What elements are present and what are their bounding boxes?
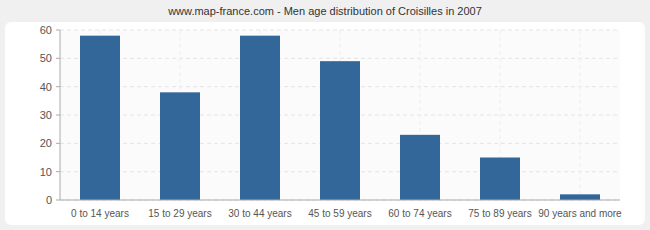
y-tick-label: 30 bbox=[40, 109, 52, 121]
y-tick bbox=[56, 58, 60, 59]
x-tick-label: 60 to 74 years bbox=[388, 208, 451, 219]
x-axis bbox=[60, 200, 620, 201]
x-tick-label: 45 to 59 years bbox=[308, 208, 371, 219]
bar bbox=[320, 61, 360, 200]
bar bbox=[240, 36, 280, 200]
x-tick-label: 75 to 89 years bbox=[468, 208, 531, 219]
bar bbox=[560, 194, 600, 200]
y-tick-label: 50 bbox=[40, 52, 52, 64]
y-tick-label: 10 bbox=[40, 166, 52, 178]
y-axis bbox=[60, 30, 61, 200]
y-tick bbox=[56, 200, 60, 201]
title: www.map-france.com - Men age distributio… bbox=[167, 5, 482, 17]
x-tick-label: 15 to 29 years bbox=[148, 208, 211, 219]
y-tick bbox=[56, 30, 60, 31]
bar bbox=[400, 135, 440, 200]
plot-area bbox=[60, 30, 620, 200]
bars bbox=[80, 36, 600, 200]
y-tick bbox=[56, 115, 60, 116]
x-tick-label: 0 to 14 years bbox=[71, 208, 129, 219]
background bbox=[0, 0, 650, 230]
bar bbox=[160, 92, 200, 200]
y-tick-label: 20 bbox=[40, 137, 52, 149]
bar bbox=[80, 36, 120, 200]
x-tick-label: 30 to 44 years bbox=[228, 208, 291, 219]
y-tick bbox=[56, 171, 60, 172]
y-tick bbox=[56, 86, 60, 87]
chart-svg: www.map-france.com - Men age distributio… bbox=[0, 0, 650, 230]
y-tick-label: 40 bbox=[40, 81, 52, 93]
y-tick bbox=[56, 143, 60, 144]
chart-container: www.map-france.com - Men age distributio… bbox=[0, 0, 650, 230]
bar bbox=[480, 158, 520, 201]
y-tick-label: 0 bbox=[46, 194, 52, 206]
panel bbox=[5, 22, 645, 225]
y-tick-label: 60 bbox=[40, 24, 52, 36]
grid-line-vertical bbox=[580, 30, 581, 200]
grid-line bbox=[60, 200, 620, 201]
x-tick-label: 90 years and more bbox=[538, 208, 622, 219]
